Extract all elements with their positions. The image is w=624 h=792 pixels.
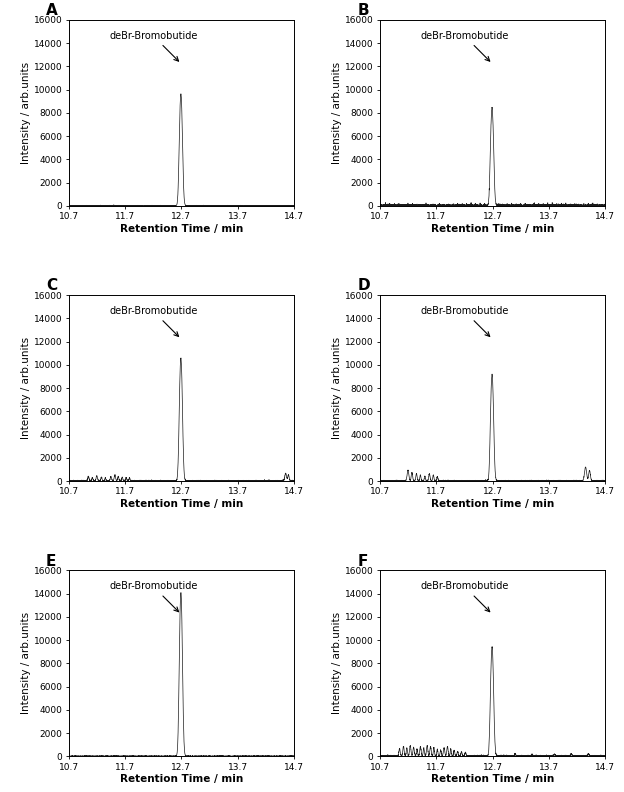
Y-axis label: Intensity / arb.units: Intensity / arb.units [21,62,31,164]
Text: C: C [46,278,57,293]
Text: deBr-Bromobutide: deBr-Bromobutide [109,581,197,611]
Y-axis label: Intensity / arb.units: Intensity / arb.units [332,62,342,164]
X-axis label: Retention Time / min: Retention Time / min [120,499,243,509]
Y-axis label: Intensity / arb.units: Intensity / arb.units [21,612,31,714]
Text: deBr-Bromobutide: deBr-Bromobutide [109,31,197,61]
Text: E: E [46,554,56,569]
Text: deBr-Bromobutide: deBr-Bromobutide [109,306,197,337]
Y-axis label: Intensity / arb.units: Intensity / arb.units [332,612,342,714]
Text: deBr-Bromobutide: deBr-Bromobutide [420,306,509,337]
Text: F: F [358,554,368,569]
Text: deBr-Bromobutide: deBr-Bromobutide [420,31,509,61]
X-axis label: Retention Time / min: Retention Time / min [120,775,243,784]
Text: B: B [358,3,369,18]
X-axis label: Retention Time / min: Retention Time / min [120,224,243,234]
Text: D: D [358,278,370,293]
X-axis label: Retention Time / min: Retention Time / min [431,224,554,234]
Text: deBr-Bromobutide: deBr-Bromobutide [420,581,509,611]
X-axis label: Retention Time / min: Retention Time / min [431,775,554,784]
Text: A: A [46,3,58,18]
Y-axis label: Intensity / arb.units: Intensity / arb.units [332,337,342,439]
X-axis label: Retention Time / min: Retention Time / min [431,499,554,509]
Y-axis label: Intensity / arb.units: Intensity / arb.units [21,337,31,439]
